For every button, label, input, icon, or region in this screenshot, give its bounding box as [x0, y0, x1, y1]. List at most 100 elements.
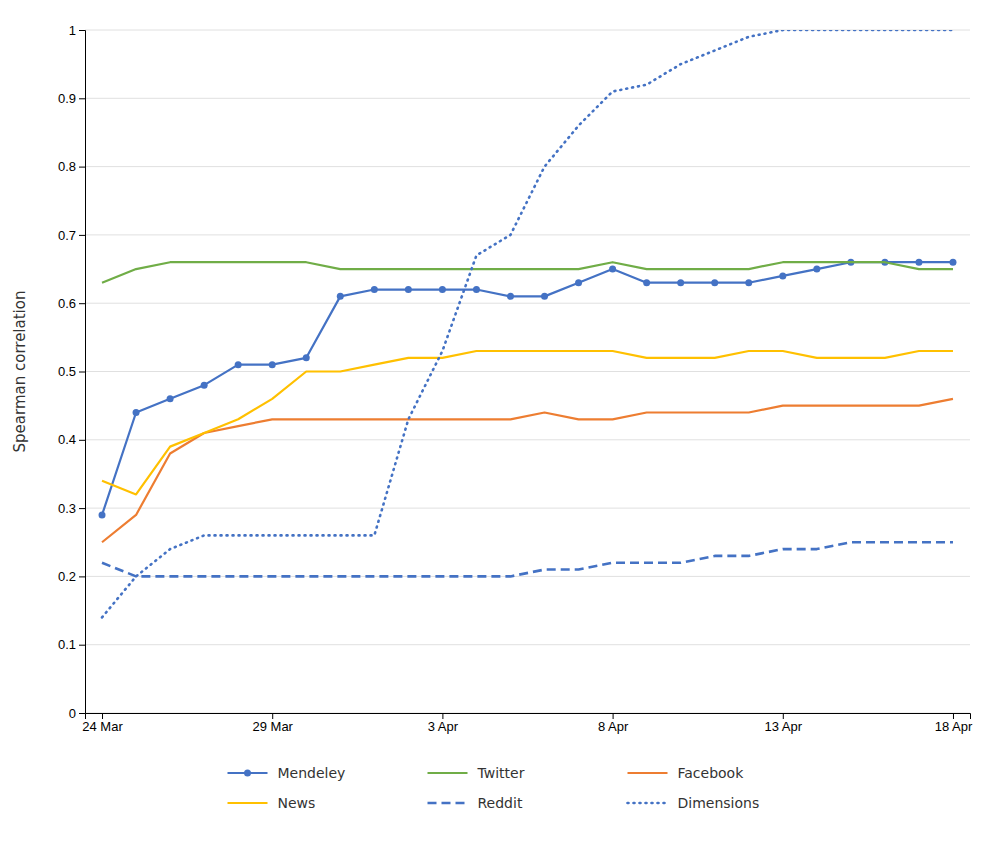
point [303, 354, 310, 361]
y-tick: 0.3 [58, 501, 85, 516]
x-tick-label: 8 Apr [598, 719, 629, 734]
point [473, 286, 480, 293]
legend-swatch [628, 802, 668, 805]
series [102, 542, 953, 576]
y-tick-mark [79, 98, 85, 99]
legend-marker [244, 770, 251, 777]
point [677, 279, 684, 286]
y-tick-mark [79, 645, 85, 646]
legend: Mendeley Twitter Facebook News Reddit Dimensi… [228, 765, 760, 811]
x-tick-label: 29 Mar [252, 719, 293, 734]
legend-label: Reddit [478, 795, 523, 811]
grid-line [85, 508, 970, 509]
point [235, 361, 242, 368]
grid-line [85, 644, 970, 645]
x-tick-label: 13 Apr [764, 719, 802, 734]
x-tick-label: 24 Mar [82, 719, 123, 734]
x-tick-mark [272, 713, 273, 719]
y-tick-label: 0.7 [58, 228, 76, 243]
x-tick: 18 Apr [935, 713, 973, 734]
x-tick: 13 Apr [764, 713, 802, 734]
point [813, 266, 820, 273]
legend-label: Mendeley [278, 765, 346, 781]
y-tick-mark [79, 235, 85, 236]
point [779, 272, 786, 279]
point [711, 279, 718, 286]
legend-item: News [228, 795, 316, 811]
x-axis: 24 Mar 29 Mar 3 Apr 8 Apr 13 Apr 18 Apr [82, 713, 973, 734]
point [439, 286, 446, 293]
point [643, 279, 650, 286]
grid-line [85, 234, 970, 235]
line [102, 262, 953, 282]
legend-swatch [228, 802, 268, 804]
x-tick: 3 Apr [428, 713, 459, 734]
x-axis-line [86, 714, 971, 720]
point [269, 361, 276, 368]
y-axis: 0 0.1 0.2 0.3 0.4 0.5 0.6 0.7 0.8 0.9 1 [58, 23, 86, 721]
y-tick-label: 0.2 [58, 569, 76, 584]
y-tick-mark [79, 372, 85, 373]
series [102, 262, 953, 282]
point [745, 279, 752, 286]
grid-line [85, 371, 970, 372]
y-tick-label: 0.5 [58, 364, 76, 379]
legend-swatch [628, 772, 668, 774]
y-tick: 0.7 [58, 228, 85, 243]
x-tick: 24 Mar [82, 713, 123, 734]
point [99, 511, 106, 518]
y-tick-label: 0 [69, 706, 76, 721]
legend-item: Reddit [428, 795, 523, 811]
y-tick-mark [79, 440, 85, 441]
legend-label: Twitter [477, 765, 525, 781]
point [337, 293, 344, 300]
line [102, 399, 953, 542]
point [949, 259, 956, 266]
y-tick-mark [79, 303, 85, 304]
legend-label: Facebook [678, 765, 745, 781]
point [507, 293, 514, 300]
x-tick-mark [613, 713, 614, 719]
y-tick: 1 [69, 23, 85, 38]
y-axis-title: Spearman correlation [11, 291, 29, 453]
grid-line [85, 166, 970, 167]
legend-swatch [428, 772, 468, 774]
line [102, 30, 953, 617]
point [915, 259, 922, 266]
x-tick-label: 18 Apr [935, 719, 973, 734]
legend-item: Facebook [628, 765, 745, 781]
x-tick-mark [102, 713, 103, 719]
series [102, 399, 953, 542]
grid-line [85, 303, 970, 304]
y-tick-mark [79, 30, 85, 31]
grid-line [85, 439, 970, 440]
y-tick: 0.8 [58, 159, 85, 174]
x-tick: 29 Mar [252, 713, 293, 734]
y-tick: 0.2 [58, 569, 85, 584]
line [102, 351, 953, 494]
line [102, 542, 953, 576]
legend-label: Dimensions [678, 795, 760, 811]
point [609, 266, 616, 273]
point [167, 395, 174, 402]
plot: 0 0.1 0.2 0.3 0.4 0.5 0.6 0.7 0.8 0.9 1 24 Mar 29 Ma… [11, 23, 973, 735]
point [575, 279, 582, 286]
y-tick-mark [79, 576, 85, 577]
legend-label: News [278, 795, 316, 811]
x-tick: 8 Apr [598, 713, 629, 734]
point [201, 382, 208, 389]
marks [99, 30, 957, 617]
y-tick-label: 0.6 [58, 296, 76, 311]
series [99, 259, 957, 519]
point [541, 293, 548, 300]
y-axis-line [79, 31, 86, 714]
x-tick-label: 3 Apr [428, 719, 459, 734]
y-tick-mark [79, 713, 85, 714]
grid [85, 30, 970, 713]
y-tick: 0.9 [58, 91, 85, 106]
y-tick-label: 1 [69, 23, 76, 38]
y-tick: 0.1 [58, 637, 85, 652]
y-tick: 0.4 [58, 432, 85, 447]
y-tick-mark [79, 508, 85, 509]
legend-item: Dimensions [628, 795, 760, 811]
